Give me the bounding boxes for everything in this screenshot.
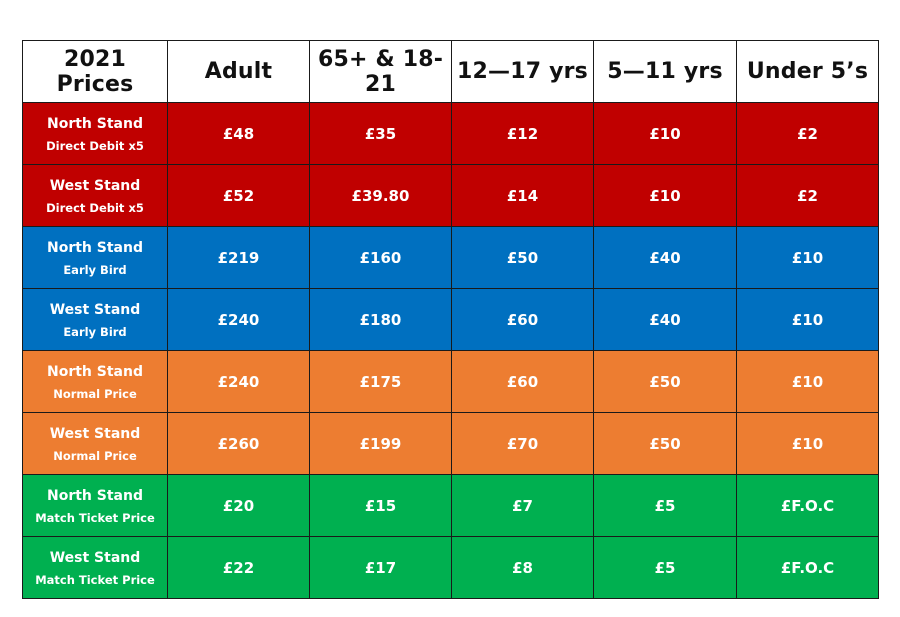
- price-5-11: £40: [593, 226, 737, 289]
- ticket-type: Early Bird: [63, 262, 127, 277]
- header-under-5s: Under 5’s: [736, 40, 879, 103]
- header-adult: Adult: [167, 40, 310, 103]
- price-65-plus-18-21: £17: [309, 536, 452, 599]
- price-under-5: £F.O.C: [736, 474, 879, 537]
- price-adult: £240: [167, 288, 310, 351]
- price-12-17: £60: [451, 288, 594, 351]
- stand-name: North Stand: [47, 239, 143, 256]
- price-under-5: £10: [736, 350, 879, 413]
- price-5-11: £5: [593, 474, 737, 537]
- row-label: West Stand Early Bird: [22, 288, 168, 351]
- price-5-11: £40: [593, 288, 737, 351]
- price-under-5: £10: [736, 288, 879, 351]
- row-label: North Stand Normal Price: [22, 350, 168, 413]
- price-65-plus-18-21: £160: [309, 226, 452, 289]
- row-label: North Stand Direct Debit x5: [22, 102, 168, 165]
- price-12-17: £12: [451, 102, 594, 165]
- price-under-5: £F.O.C: [736, 536, 879, 599]
- table-row: North Stand Direct Debit x5 £48 £35 £12 …: [22, 102, 879, 165]
- stand-name: West Stand: [49, 549, 141, 566]
- stand-name: North Stand: [47, 363, 143, 380]
- price-adult: £52: [167, 164, 310, 227]
- ticket-type: Direct Debit x5: [46, 200, 144, 215]
- ticket-type: Match Ticket Price: [35, 510, 155, 525]
- header-12-17-yrs: 12—17 yrs: [451, 40, 594, 103]
- price-5-11: £5: [593, 536, 737, 599]
- stand-name: West Stand: [49, 177, 141, 194]
- price-adult: £219: [167, 226, 310, 289]
- price-under-5: £2: [736, 164, 879, 227]
- table-row: West Stand Direct Debit x5 £52 £39.80 £1…: [22, 164, 879, 227]
- price-adult: £48: [167, 102, 310, 165]
- price-65-plus-18-21: £15: [309, 474, 452, 537]
- price-adult: £240: [167, 350, 310, 413]
- table-row: North Stand Early Bird £219 £160 £50 £40…: [22, 226, 879, 289]
- row-label: North Stand Match Ticket Price: [22, 474, 168, 537]
- price-65-plus-18-21: £199: [309, 412, 452, 475]
- row-label: West Stand Normal Price: [22, 412, 168, 475]
- stand-name: West Stand: [49, 425, 141, 442]
- header-row: 2021 Prices Adult 65+ & 18-21 12—17 yrs …: [22, 40, 879, 103]
- price-65-plus-18-21: £175: [309, 350, 452, 413]
- price-5-11: £10: [593, 164, 737, 227]
- price-12-17: £14: [451, 164, 594, 227]
- price-table: 2021 Prices Adult 65+ & 18-21 12—17 yrs …: [22, 40, 879, 599]
- stand-name: North Stand: [47, 487, 143, 504]
- price-5-11: £50: [593, 412, 737, 475]
- price-65-plus-18-21: £180: [309, 288, 452, 351]
- ticket-type: Direct Debit x5: [46, 138, 144, 153]
- table-row: North Stand Normal Price £240 £175 £60 £…: [22, 350, 879, 413]
- price-65-plus-18-21: £35: [309, 102, 452, 165]
- row-label: West Stand Direct Debit x5: [22, 164, 168, 227]
- ticket-type: Early Bird: [63, 324, 127, 339]
- header-65-plus-18-21: 65+ & 18-21: [309, 40, 452, 103]
- price-under-5: £2: [736, 102, 879, 165]
- price-12-17: £8: [451, 536, 594, 599]
- table-row: West Stand Normal Price £260 £199 £70 £5…: [22, 412, 879, 475]
- price-5-11: £50: [593, 350, 737, 413]
- row-label: West Stand Match Ticket Price: [22, 536, 168, 599]
- price-12-17: £7: [451, 474, 594, 537]
- ticket-type: Match Ticket Price: [35, 572, 155, 587]
- table-row: North Stand Match Ticket Price £20 £15 £…: [22, 474, 879, 537]
- price-adult: £20: [167, 474, 310, 537]
- header-year-prices: 2021 Prices: [22, 40, 168, 103]
- ticket-type: Normal Price: [53, 386, 137, 401]
- table-row: West Stand Early Bird £240 £180 £60 £40 …: [22, 288, 879, 351]
- price-12-17: £50: [451, 226, 594, 289]
- price-12-17: £60: [451, 350, 594, 413]
- price-under-5: £10: [736, 412, 879, 475]
- price-65-plus-18-21: £39.80: [309, 164, 452, 227]
- row-label: North Stand Early Bird: [22, 226, 168, 289]
- price-under-5: £10: [736, 226, 879, 289]
- stand-name: North Stand: [47, 115, 143, 132]
- price-12-17: £70: [451, 412, 594, 475]
- table-row: West Stand Match Ticket Price £22 £17 £8…: [22, 536, 879, 599]
- ticket-type: Normal Price: [53, 448, 137, 463]
- price-5-11: £10: [593, 102, 737, 165]
- header-5-11-yrs: 5—11 yrs: [593, 40, 737, 103]
- price-adult: £22: [167, 536, 310, 599]
- stand-name: West Stand: [49, 301, 141, 318]
- price-adult: £260: [167, 412, 310, 475]
